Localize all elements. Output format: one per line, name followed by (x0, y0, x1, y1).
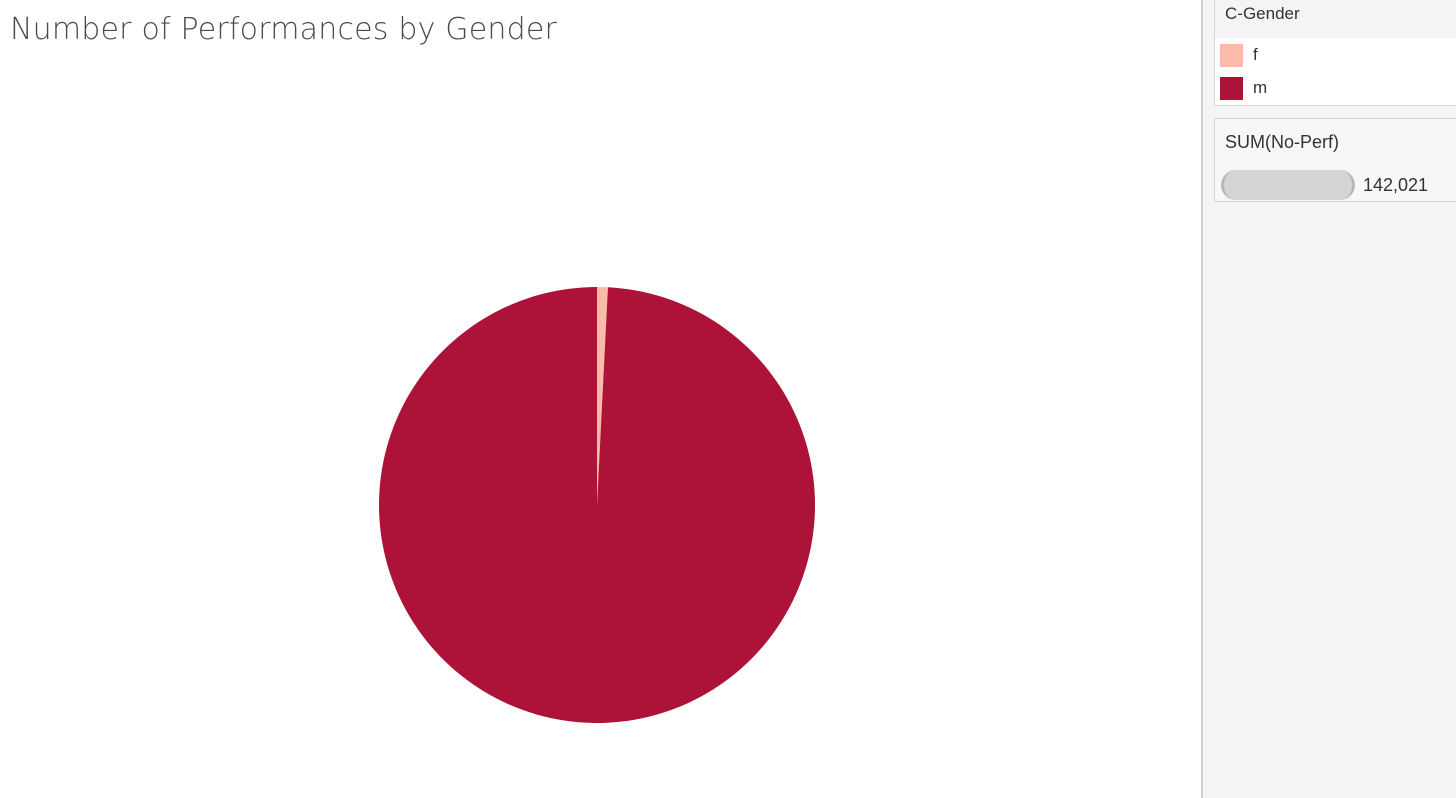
size-legend: SUM(No-Perf) 142,021 (1214, 118, 1456, 202)
legend-swatch-f (1220, 44, 1243, 67)
legend-item-m[interactable]: m (1220, 77, 1420, 101)
legend-item-f[interactable]: f (1220, 44, 1420, 68)
chart-title: Number of Performances by Gender (10, 12, 558, 47)
pie-slice-m[interactable] (379, 287, 816, 723)
legend-label-m: m (1253, 78, 1268, 97)
legend-header (1215, 0, 1456, 38)
color-legend: C-Gender f m (1214, 0, 1456, 106)
size-legend-bar (1221, 170, 1355, 200)
legend-swatch-m (1220, 77, 1243, 100)
legend-panel: C-Gender f m SUM(No-Perf) 142,021 (1201, 0, 1456, 798)
size-legend-value: 142,021 (1363, 175, 1429, 195)
legend-label-f: f (1253, 45, 1258, 64)
pie-chart (379, 287, 816, 723)
legend-title: C-Gender (1225, 4, 1300, 23)
pie-slices (379, 287, 816, 723)
pie-slice-f[interactable] (597, 287, 608, 505)
size-legend-title: SUM(No-Perf) (1225, 132, 1340, 152)
